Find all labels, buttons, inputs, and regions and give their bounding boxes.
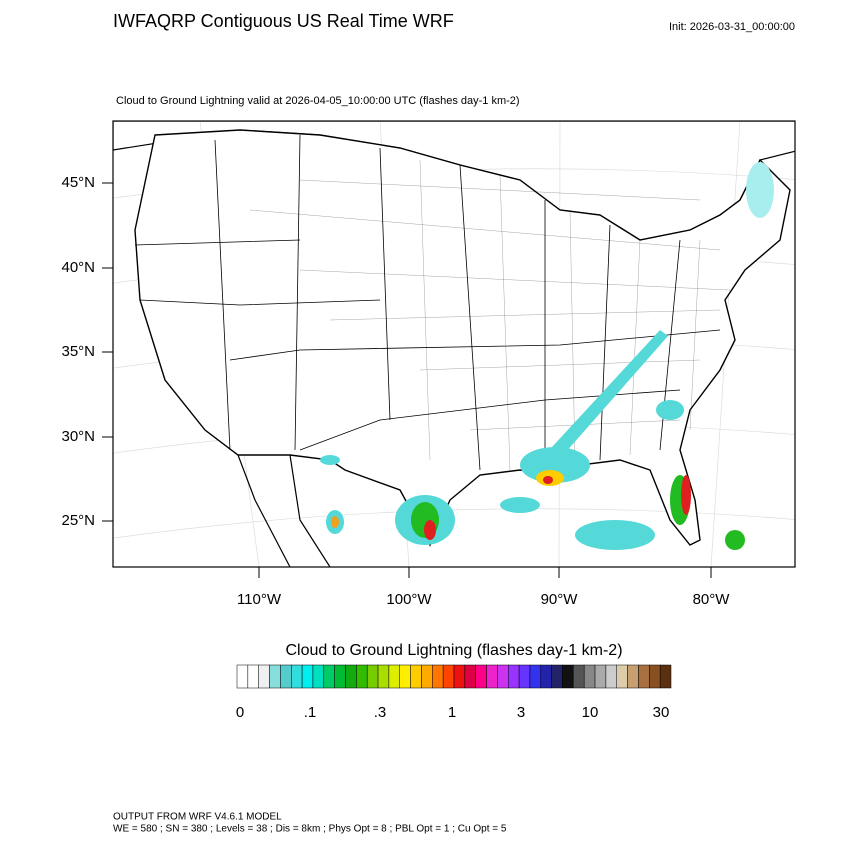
lightning (320, 162, 774, 550)
lon-label: 100°W (386, 591, 432, 608)
lon-label: 110°W (237, 591, 282, 608)
map-content (113, 121, 795, 567)
subtitle: Cloud to Ground Lightning valid at 2026-… (116, 95, 520, 107)
colorbar-label: 10 (582, 704, 599, 721)
colorbar-swatch (410, 664, 422, 689)
colorbar-swatch (453, 664, 466, 689)
lat-label: 30°N (61, 428, 95, 445)
colorbar-swatch (659, 664, 672, 689)
colorbar-swatch (616, 664, 628, 689)
colorbar-swatch (312, 664, 325, 689)
lon-label: 90°W (541, 591, 579, 608)
colorbar-swatch (377, 664, 390, 689)
colorbar-swatch (486, 664, 498, 689)
colorbar-swatch (269, 664, 281, 689)
colorbar-swatch (421, 664, 433, 689)
lon-label: 80°W (693, 591, 731, 608)
colorbar-swatch (247, 664, 259, 689)
colorbar-swatch (594, 664, 607, 689)
init-time: Init: 2026-03-31_00:00:00 (669, 21, 795, 33)
county-lines (249, 159, 731, 471)
colorbar-swatch (562, 664, 574, 689)
map: 45°N 40°N 35°N 30°N 25°N 110°W 100°W 90°W 80°W (61, 120, 796, 608)
colorbar-swatch (605, 664, 618, 689)
colorbar-swatch (291, 664, 303, 689)
colorbar-label: 1 (448, 704, 456, 721)
colorbar-swatch (334, 664, 346, 689)
colorbar-swatch (356, 664, 368, 689)
colorbar-label: 30 (653, 704, 670, 721)
lat-label: 35°N (61, 343, 95, 360)
mexico-coast (237, 454, 331, 567)
footer-line: OUTPUT FROM WRF V4.6.1 MODEL (113, 812, 282, 823)
colorbar-label: .3 (374, 704, 387, 721)
colorbar-swatch (323, 664, 335, 689)
state-lines (134, 134, 721, 471)
colorbar-swatch (442, 664, 455, 689)
colorbar-label: .1 (304, 704, 317, 721)
colorbar-swatch (508, 664, 520, 689)
lat-label: 45°N (61, 174, 95, 191)
colorbar-swatch (399, 664, 411, 689)
colorbar-swatch (638, 664, 650, 689)
colorbar-label: 3 (517, 704, 525, 721)
colorbar-swatch (573, 664, 585, 689)
colorbar-swatch (518, 664, 531, 689)
colorbar: 0 .1 .3 1 3 10 30 (236, 664, 672, 721)
colorbar-label: 0 (236, 704, 244, 721)
colorbar-swatch (388, 664, 400, 689)
colorbar-swatch (497, 664, 509, 689)
colorbar-swatch (366, 664, 379, 689)
colorbar-swatch (301, 664, 314, 689)
colorbar-swatch (627, 664, 639, 689)
colorbar-swatch (432, 664, 444, 689)
colorbar-swatch (475, 664, 487, 689)
colorbar-swatch (540, 664, 552, 689)
footer-line: WE = 580 ; SN = 380 ; Levels = 38 ; Dis … (113, 824, 507, 835)
lat-label: 40°N (61, 259, 95, 276)
title: IWFAQRP Contiguous US Real Time WRF (113, 11, 454, 31)
colorbar-swatch (649, 664, 661, 689)
colorbar-swatch (258, 664, 270, 689)
map-frame (112, 120, 796, 568)
colorbar-swatch (464, 664, 476, 689)
colorbar-swatch (583, 664, 596, 689)
colorbar-swatch (345, 664, 357, 689)
colorbar-swatch (529, 664, 542, 689)
lat-label: 25°N (61, 512, 95, 529)
colorbar-title: Cloud to Ground Lightning (flashes day-1… (285, 642, 622, 659)
colorbar-swatch (236, 664, 249, 689)
colorbar-swatch (551, 664, 563, 689)
colorbar-swatch (280, 664, 292, 689)
